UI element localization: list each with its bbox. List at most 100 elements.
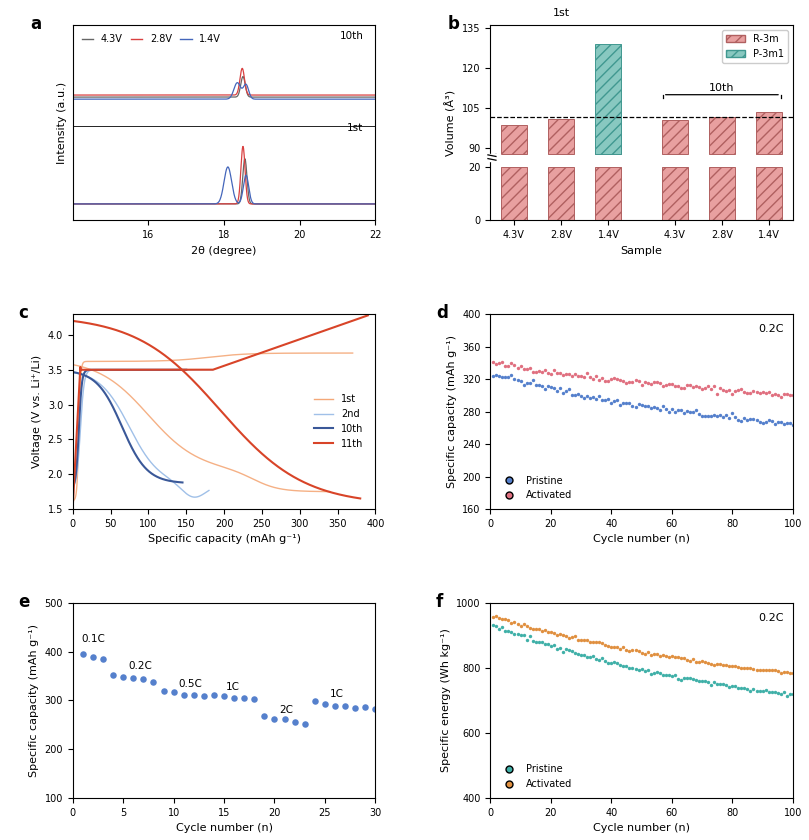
Point xyxy=(593,389,606,402)
Point xyxy=(523,621,536,634)
Point xyxy=(571,633,584,647)
Point xyxy=(520,633,533,646)
Point xyxy=(732,660,745,674)
Point xyxy=(699,675,712,688)
Point xyxy=(268,712,281,726)
Point xyxy=(741,386,754,400)
Point xyxy=(717,383,730,396)
Point xyxy=(116,670,129,684)
Point xyxy=(753,415,766,428)
Point xyxy=(493,622,506,635)
Point xyxy=(623,396,636,409)
Y-axis label: Specific energy (Wh kg⁻¹): Specific energy (Wh kg⁻¹) xyxy=(441,628,451,772)
Point xyxy=(623,375,636,389)
Point xyxy=(744,684,757,697)
Point xyxy=(771,664,784,677)
Point xyxy=(508,616,521,629)
Point xyxy=(756,664,769,677)
Bar xyxy=(662,120,688,154)
Point xyxy=(705,409,718,423)
Point xyxy=(671,380,684,393)
Point xyxy=(590,636,603,649)
Point xyxy=(777,666,790,680)
Legend: 4.3V, 2.8V, 1.4V: 4.3V, 2.8V, 1.4V xyxy=(78,30,225,48)
Point xyxy=(608,640,621,654)
Point xyxy=(635,378,648,391)
Point xyxy=(656,399,669,412)
Point xyxy=(705,678,718,691)
Point xyxy=(248,693,260,706)
Point xyxy=(650,401,663,414)
Point xyxy=(553,366,566,380)
Point xyxy=(689,674,702,687)
Point xyxy=(671,650,684,664)
Point xyxy=(729,659,742,673)
Point xyxy=(548,381,561,395)
Point xyxy=(647,401,660,414)
Point xyxy=(599,375,612,388)
Point xyxy=(732,384,745,397)
Point xyxy=(544,367,557,381)
Point xyxy=(635,662,648,675)
Point xyxy=(562,382,575,396)
Point xyxy=(511,361,524,375)
Point xyxy=(653,375,666,389)
Point xyxy=(644,377,657,391)
Point xyxy=(499,370,512,384)
Point xyxy=(769,685,781,699)
Point xyxy=(726,680,739,693)
Point xyxy=(574,633,587,647)
Point xyxy=(560,368,573,381)
Point xyxy=(687,381,700,394)
Point xyxy=(574,648,587,661)
Point xyxy=(339,699,352,712)
Point xyxy=(620,396,633,410)
Point xyxy=(614,658,627,671)
Point xyxy=(599,638,612,652)
Point xyxy=(208,688,221,701)
Point xyxy=(783,687,796,701)
Point xyxy=(532,635,545,648)
Point xyxy=(769,664,781,677)
Point xyxy=(550,366,563,380)
Point xyxy=(147,675,160,689)
Point xyxy=(590,369,603,382)
Point xyxy=(578,370,591,384)
Point xyxy=(699,381,712,394)
Bar xyxy=(662,167,688,220)
Point xyxy=(611,393,624,407)
Point xyxy=(677,671,690,685)
Point xyxy=(538,638,551,651)
Point xyxy=(550,628,563,642)
Point xyxy=(638,647,651,660)
Point xyxy=(587,649,599,663)
Point xyxy=(611,656,624,669)
Point xyxy=(569,367,582,381)
Point xyxy=(708,659,721,672)
Point xyxy=(517,378,530,391)
Bar xyxy=(501,167,527,220)
Point xyxy=(614,398,627,412)
Point xyxy=(583,391,596,405)
Point xyxy=(722,412,735,425)
Point xyxy=(562,643,575,657)
Point xyxy=(595,370,608,384)
Point xyxy=(726,407,739,420)
Point xyxy=(529,635,542,648)
Point xyxy=(687,405,700,418)
Point xyxy=(299,717,311,731)
Point xyxy=(663,650,676,664)
Text: e: e xyxy=(19,593,30,611)
Point xyxy=(689,655,702,669)
Point xyxy=(677,407,690,420)
Point xyxy=(550,642,563,655)
Point xyxy=(644,402,657,415)
Point xyxy=(632,644,645,658)
Point xyxy=(647,375,660,389)
Text: 1st: 1st xyxy=(553,8,570,18)
Point xyxy=(571,387,584,401)
Point xyxy=(565,388,578,402)
Point xyxy=(617,396,630,409)
Text: 1st: 1st xyxy=(347,123,363,133)
Point xyxy=(511,373,524,386)
